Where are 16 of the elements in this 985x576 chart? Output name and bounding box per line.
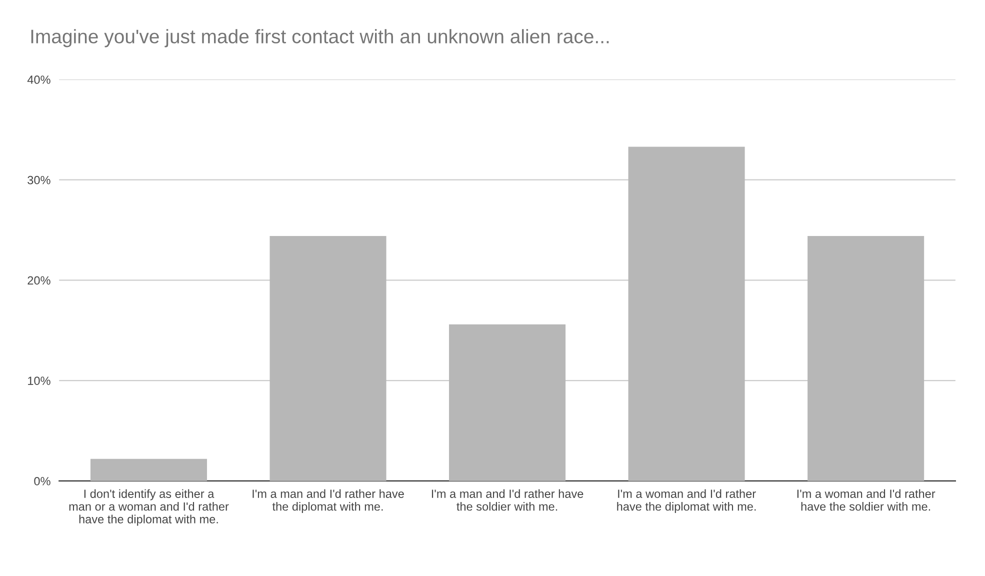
- bar: [449, 324, 566, 481]
- y-tick-label: 20%: [28, 276, 50, 285]
- y-tick-label: 10%: [28, 376, 50, 385]
- y-tick-label: 30%: [28, 176, 50, 184]
- x-tick-label: I'm a woman and I'd rather have the diplomat with me.: [617, 489, 756, 514]
- x-tick-label: I'm a woman and I'd rather have the soldier with me.: [797, 489, 936, 511]
- y-tick-label: 0%: [34, 476, 50, 486]
- x-tick-label: I'm a man and I'd rather have the soldier with me.: [432, 489, 584, 511]
- bar: [808, 236, 924, 481]
- bar: [270, 236, 386, 481]
- y-tick-label: 40%: [27, 76, 50, 84]
- bar: [90, 458, 207, 481]
- chart-title: Imagine you've just made first contact with an unknown alien race...: [31, 29, 609, 48]
- x-tick-label: I don't identify as either a man or a woman and I'd rather have the diplomat with me.: [69, 489, 229, 526]
- x-tick-label: I'm a man and I'd rather have the diplomat with me.: [252, 489, 404, 514]
- bar: [628, 146, 745, 481]
